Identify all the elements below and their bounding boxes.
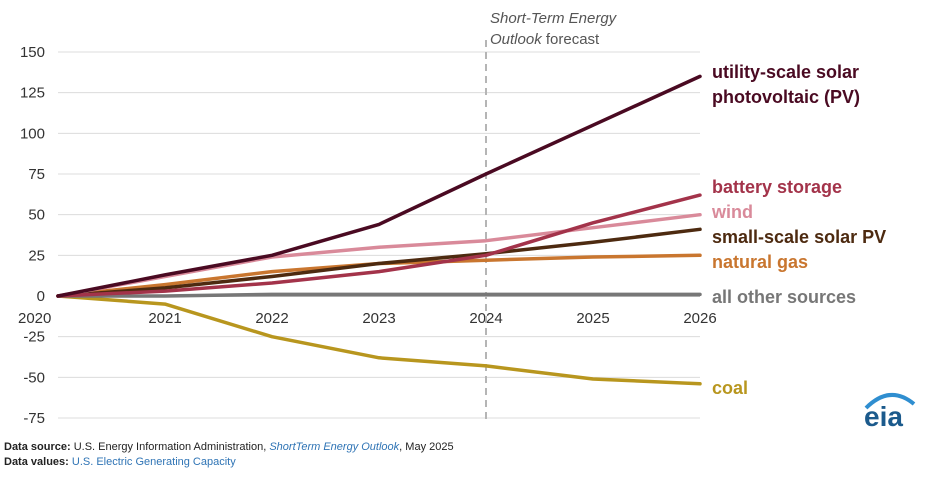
y-tick-label: -75: [23, 410, 45, 427]
series-label-line2: photovoltaic (PV): [712, 87, 860, 107]
series-label-coal: coal: [712, 378, 748, 398]
series-label-natural-gas: natural gas: [712, 252, 808, 272]
eia-logo-icon: eia: [864, 393, 916, 430]
forecast-marker: Short-Term Energy Outlook forecast: [485, 10, 618, 420]
series-line-all-other-sources: [56, 292, 702, 298]
series-line-battery-storage: [56, 193, 702, 298]
y-tick-label: -25: [23, 329, 45, 346]
eia-logo-text: eia: [864, 401, 903, 430]
x-tick-label: 2023: [362, 310, 395, 327]
series-line-small-scale-solar-pv: [56, 227, 702, 298]
y-tick-label: 0: [37, 288, 45, 305]
series-labels: utility-scale solar photovoltaic (PV) batt…: [711, 62, 886, 398]
x-tick-label: 2025: [576, 310, 609, 327]
forecast-annotation-line2: Outlook forecast: [490, 31, 600, 48]
data-values-line: Data values: U.S. Electric Generating Ca…: [4, 455, 454, 470]
y-tick-label: 50: [28, 207, 45, 224]
data-source-text: U.S. Energy Information Administration,: [70, 441, 270, 453]
x-tick-label: 2026: [683, 310, 716, 327]
x-tick-label: 2021: [148, 310, 181, 327]
series-lines: [56, 74, 702, 386]
data-values-label: Data values:: [4, 456, 69, 468]
y-tick-label: 125: [20, 85, 45, 102]
gridlines: [58, 51, 700, 419]
y-tick-label: -50: [23, 369, 45, 386]
x-axis: 2020 2021 2022 2023 2024 2025 2026: [18, 310, 717, 327]
series-label-battery-storage: battery storage: [712, 177, 842, 197]
eia-logo-arc: [864, 393, 916, 410]
line-chart: 150 125 100 75 50 25 0 -25 -50 -75 2020 2021 2022 20…: [18, 10, 886, 427]
data-values-link[interactable]: U.S. Electric Generating Capacity: [71, 456, 236, 468]
y-tick-label: 100: [20, 125, 45, 142]
data-source-line: Data source: U.S. Energy Information Adm…: [4, 440, 454, 455]
x-tick-label: 2020: [18, 310, 51, 327]
y-tick-label: 75: [28, 166, 45, 183]
data-source-label: Data source:: [4, 441, 71, 453]
series-label-utility-scale-solar: utility-scale solar: [712, 62, 859, 82]
data-source-date: , May 2025: [399, 441, 454, 453]
series-label-small-scale-solar-pv: small-scale solar PV: [712, 227, 886, 247]
y-tick-label: 25: [28, 247, 45, 264]
x-tick-label: 2022: [255, 310, 288, 327]
series-label-all-other-sources: all other sources: [712, 287, 856, 307]
chart-footer: Data source: U.S. Energy Information Adm…: [4, 440, 454, 470]
y-tick-label: 150: [20, 44, 45, 61]
series-label-wind: wind: [711, 202, 753, 222]
series-line-coal: [56, 294, 702, 386]
forecast-annotation-line1: Short-Term Energy: [490, 10, 618, 27]
data-source-link[interactable]: ShortTerm Energy Outlook: [269, 441, 400, 453]
series-line-utility-scale-solar: [56, 74, 702, 298]
y-axis: 150 125 100 75 50 25 0 -25 -50 -75: [20, 44, 45, 427]
